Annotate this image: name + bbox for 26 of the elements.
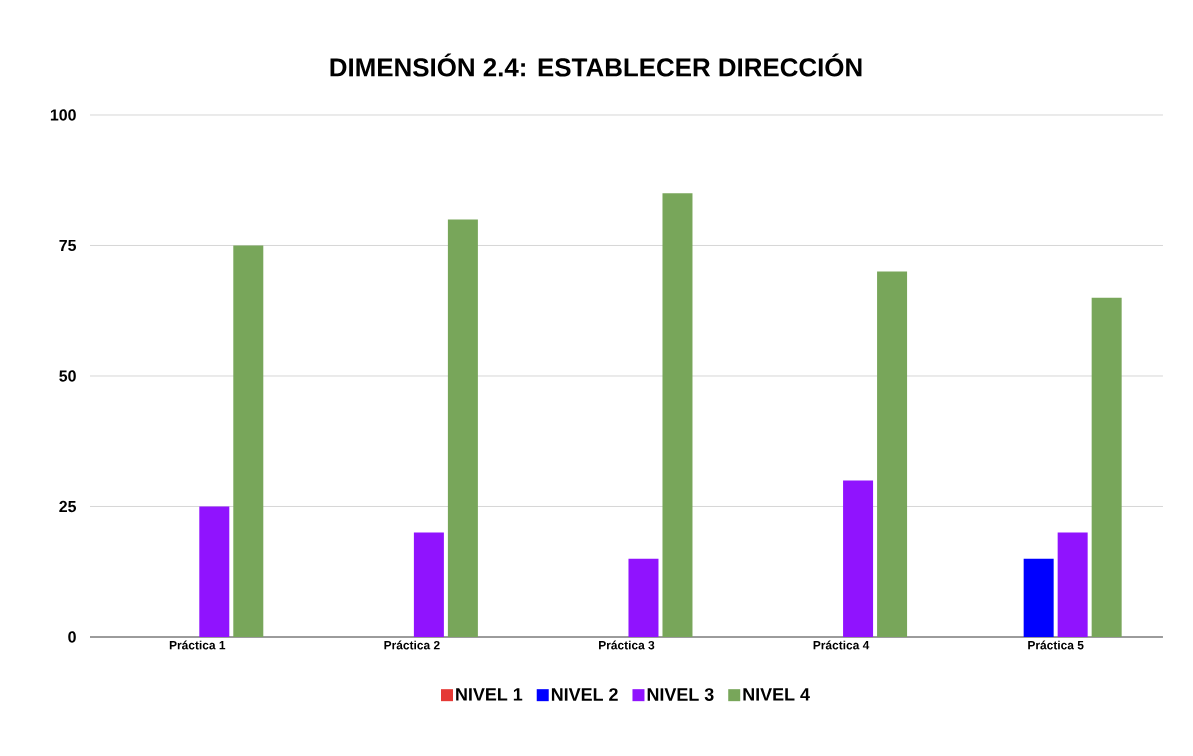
bar bbox=[233, 245, 264, 637]
legend-label: NIVEL 4 bbox=[743, 688, 810, 701]
y-tick-label: 0 bbox=[68, 631, 76, 643]
bar bbox=[447, 219, 478, 637]
bar bbox=[843, 480, 874, 637]
x-tick-label: Práctica 1 bbox=[169, 640, 226, 650]
bar bbox=[1057, 532, 1088, 637]
bar bbox=[877, 271, 908, 637]
y-tick-label: 100 bbox=[50, 109, 76, 121]
legend-label: NIVEL 1 bbox=[456, 688, 523, 701]
bar bbox=[662, 193, 693, 637]
chart-title: DIMENSIÓN 2.4: ESTABLECER DIRECCIÓN bbox=[330, 53, 862, 77]
bar bbox=[413, 532, 444, 637]
bar bbox=[1091, 297, 1122, 637]
y-tick-label: 25 bbox=[59, 500, 77, 513]
legend-label: NIVEL 2 bbox=[551, 688, 618, 701]
bar bbox=[628, 558, 659, 637]
x-tick-label: Práctica 3 bbox=[599, 640, 655, 650]
x-tick-label: Práctica 5 bbox=[1028, 640, 1084, 650]
y-tick-label: 75 bbox=[59, 239, 77, 252]
x-tick-label: Práctica 2 bbox=[384, 640, 440, 650]
bar bbox=[1023, 558, 1054, 637]
bar bbox=[199, 506, 230, 637]
x-tick-label: Práctica 4 bbox=[813, 640, 870, 650]
legend-label: NIVEL 3 bbox=[647, 688, 714, 701]
y-tick-label: 50 bbox=[59, 370, 76, 382]
